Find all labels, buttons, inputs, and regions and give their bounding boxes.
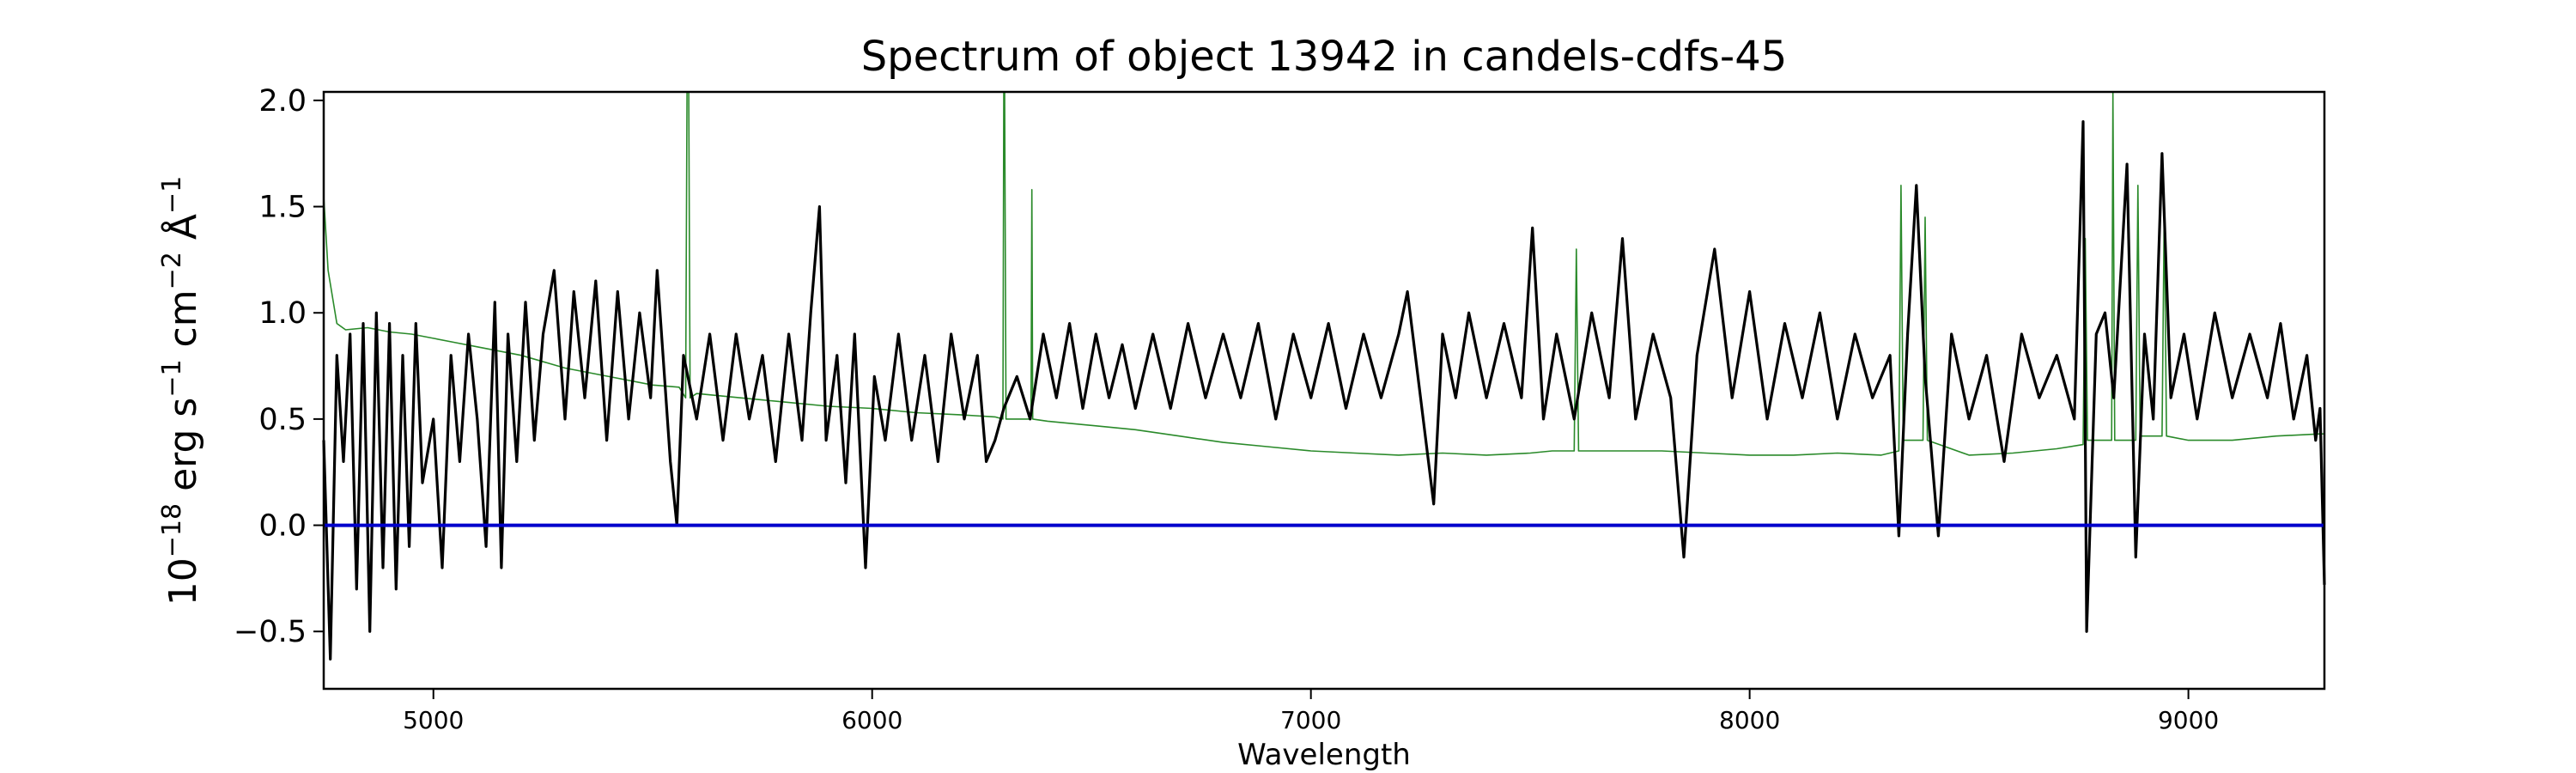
- y-axis-label-unit2: cm: [161, 289, 205, 347]
- observed-series-line: [322, 120, 2326, 661]
- y-axis-label-unit2-exp: −2: [157, 252, 187, 289]
- y-axis-label-unit3-exp: −1: [157, 176, 187, 214]
- y-tick-label: 0.0: [258, 509, 307, 544]
- y-axis-label-prefix: 10: [161, 557, 205, 606]
- x-tick-label: 8000: [1719, 706, 1780, 734]
- y-axis-label-unit3: Å: [160, 214, 205, 240]
- y-tick-label: 2.0: [258, 84, 307, 119]
- x-tick-label: 9000: [2158, 706, 2219, 734]
- plot-frame: [322, 90, 2326, 691]
- y-tick-label: 1.5: [258, 191, 307, 225]
- y-axis-label-unit1: erg s: [161, 398, 205, 491]
- x-axis-label: Wavelength: [1237, 738, 1411, 772]
- y-axis-label-unit1-exp: −1: [157, 359, 187, 397]
- x-axis: 5000 6000 7000 8000 9000: [403, 689, 2219, 734]
- y-tick-label: 0.5: [258, 403, 307, 437]
- chart-title: Spectrum of object 13942 in candels-cdfs…: [861, 33, 1788, 81]
- x-tick-label: 5000: [403, 706, 464, 734]
- x-tick-label: 7000: [1280, 706, 1341, 734]
- y-axis-label-prefix-exp: −18: [157, 503, 187, 557]
- x-tick-label: 6000: [841, 706, 902, 734]
- y-axis-label: 10−18 erg s−1 cm−2 Å−1: [157, 176, 205, 606]
- y-tick-label: −0.5: [234, 615, 307, 649]
- model-series-line: [323, 91, 2324, 456]
- plot-series: [322, 91, 2326, 661]
- y-tick-label: 1.0: [258, 296, 307, 331]
- y-axis: −0.5 0.0 0.5 1.0 1.5 2.0: [234, 84, 324, 649]
